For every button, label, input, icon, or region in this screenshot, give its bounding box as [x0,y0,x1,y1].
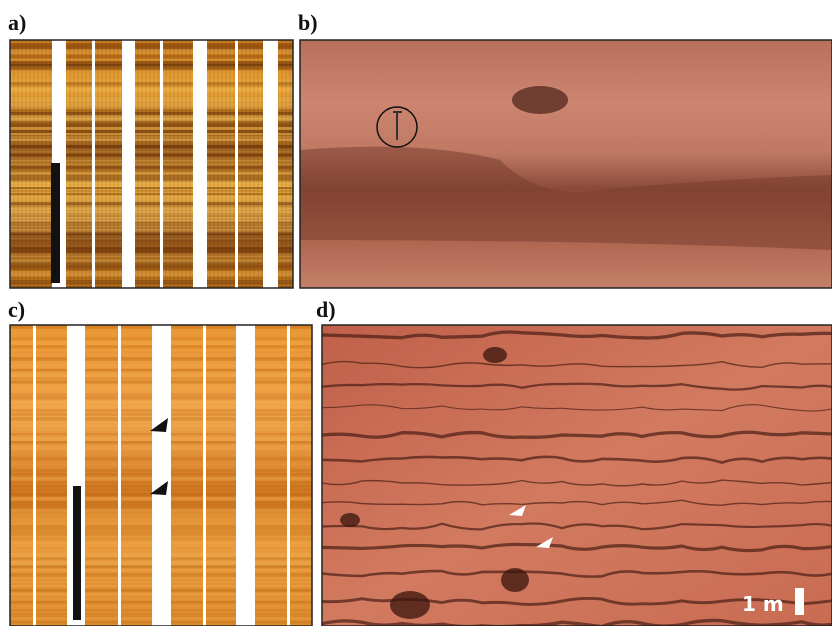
scale-bar [795,588,804,615]
pad-gap [122,40,135,288]
pad-gap [193,40,207,288]
hollow [501,568,529,592]
panel-label: c) [8,297,25,322]
hollow [390,591,430,619]
pad-gap [118,325,121,626]
hollow [483,347,507,363]
pad-gap [287,325,290,626]
figure: a) b) c) d) 1 m [0,0,832,626]
photo-d [322,325,832,626]
pad-gap [92,40,95,288]
image-background [322,325,832,626]
hollow [340,513,360,527]
image-log-a [10,40,293,289]
photo-b [300,40,832,288]
pad-gap [33,325,36,626]
pad-gap [235,40,238,288]
scale-bar [73,486,81,620]
panel-label: d) [316,297,336,322]
scale-bar [51,163,60,283]
hollow [512,86,568,114]
pad-gap [203,325,206,626]
panel-label: b) [298,10,318,35]
panel-label: a) [8,10,26,35]
scale-label: 1 m [742,592,784,616]
pad-gap [263,40,278,288]
pad-gap [236,325,255,626]
pad-gap [160,40,163,288]
page: {"panels": [{"label": "a)"}, {"label": "… [0,0,832,626]
pad-gap [152,325,171,626]
image-log-c [10,325,312,626]
